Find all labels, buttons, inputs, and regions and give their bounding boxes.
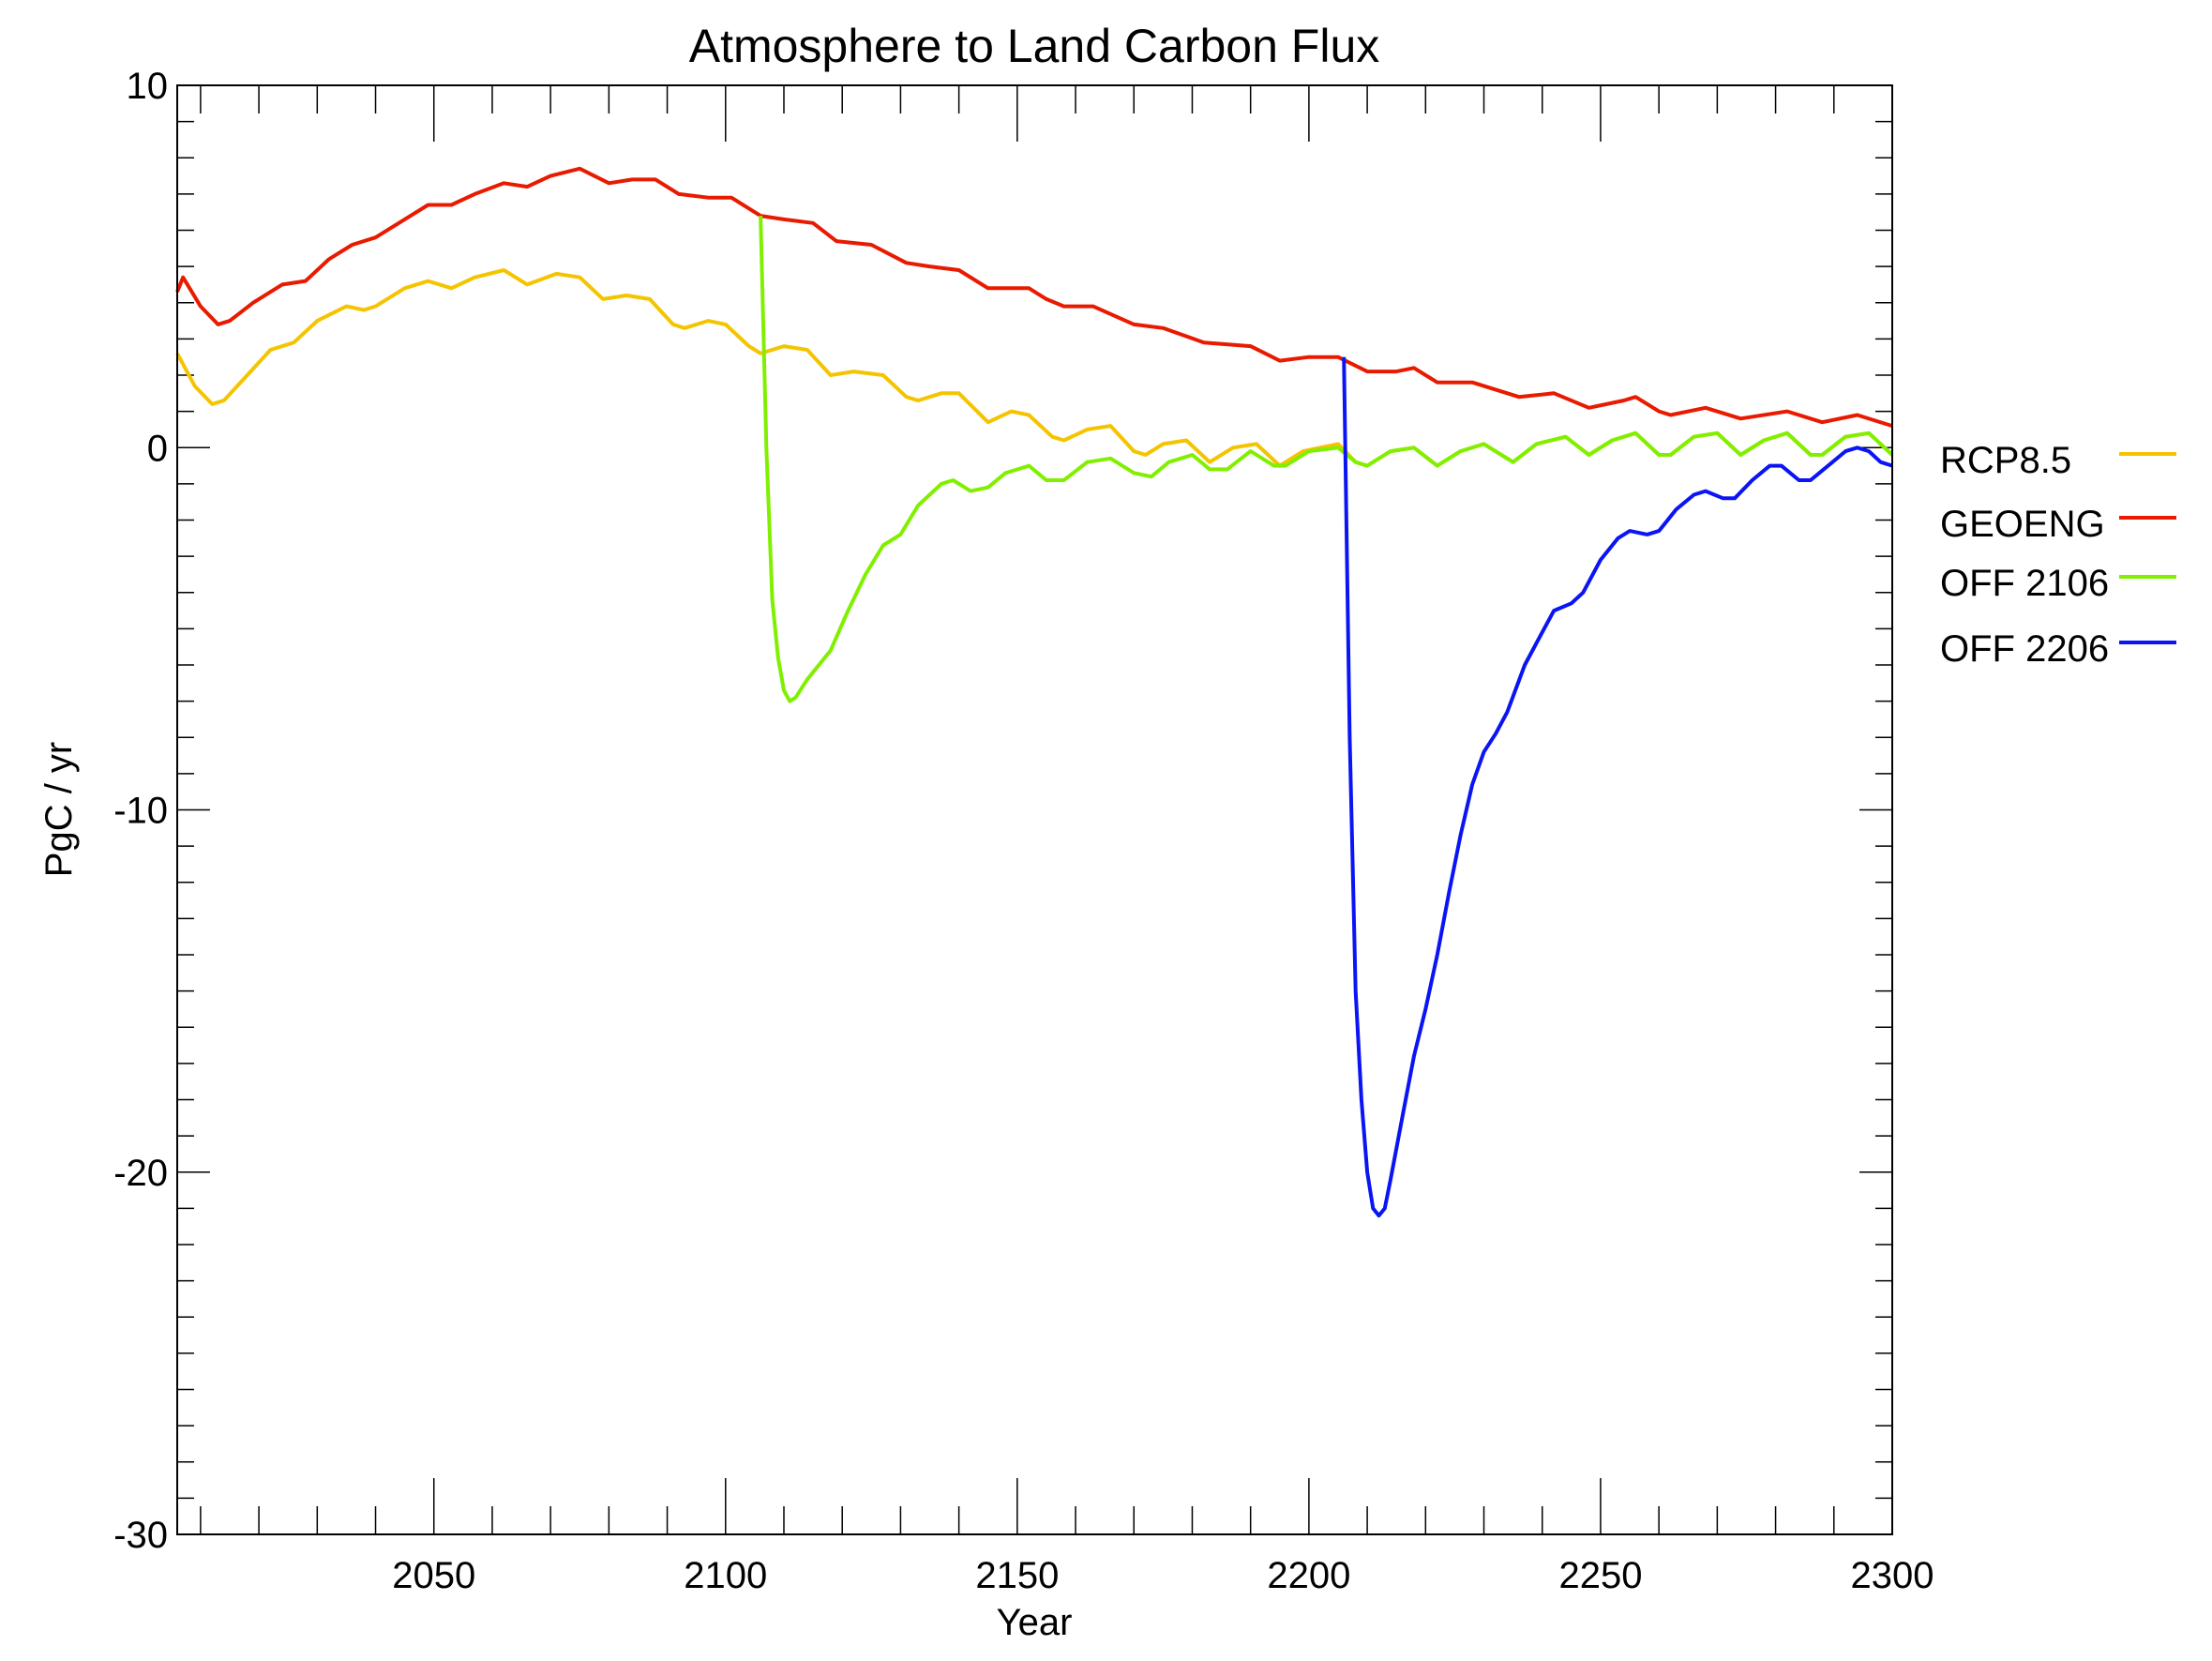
series-line-rcp8-5 (175, 268, 1894, 468)
series-line-geoeng (175, 166, 1893, 429)
x-tick-label: 2150 (975, 1555, 1059, 1596)
legend-label: GEOENG (1940, 504, 2105, 545)
legend: RCP8.5 GEOENG OFF 2106 OFF 2206 (1940, 440, 2176, 670)
y-tick-label: 10 (127, 66, 169, 107)
axis-ticks: 2050 2100 2150 2200 2250 2300 10 0 -10 -20 -30 (113, 66, 1934, 1596)
x-tick-label: 2300 (1851, 1555, 1934, 1596)
legend-label: OFF 2206 (1940, 628, 2109, 670)
x-tick-label: 2100 (684, 1555, 767, 1596)
series-line-off-2206 (1342, 356, 1893, 1218)
y-tick-label: -20 (113, 1153, 168, 1194)
x-axis-label: Year (997, 1602, 1073, 1643)
legend-label: RCP8.5 (1940, 440, 2071, 481)
series-lines (175, 166, 1894, 1218)
y-tick-label: -30 (113, 1515, 168, 1556)
x-tick-label: 2250 (1558, 1555, 1642, 1596)
legend-label: OFF 2106 (1940, 563, 2109, 604)
x-tick-label: 2050 (392, 1555, 475, 1596)
y-tick-label: -10 (113, 791, 168, 832)
plot-frame (176, 84, 1893, 1535)
series-line-off-2106 (759, 216, 1894, 703)
y-axis-label: PgC / yr (38, 742, 80, 877)
chart-title: Atmosphere to Land Carbon Flux (689, 20, 1380, 72)
y-tick-label: 0 (147, 428, 168, 469)
x-tick-label: 2200 (1267, 1555, 1350, 1596)
